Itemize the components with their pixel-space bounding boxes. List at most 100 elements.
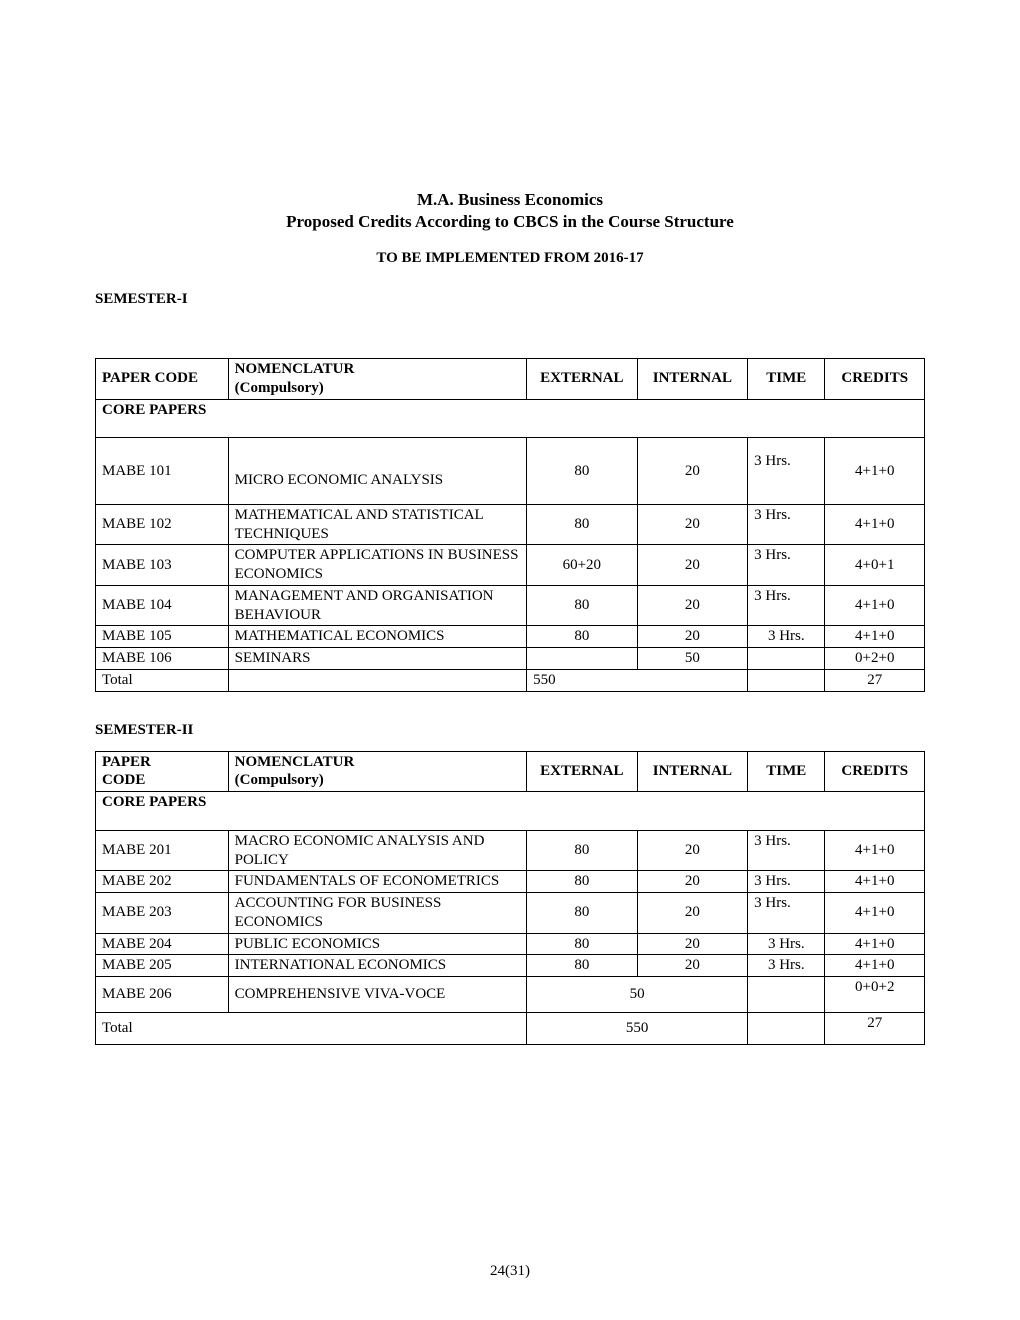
cell-code: MABE 204 [96,933,229,955]
cell-empty [748,1012,825,1044]
col-time: TIME [748,751,825,792]
col-nom-line2: (Compulsory) [235,380,324,396]
cell-cred: 4+1+0 [825,438,925,505]
cell-int: 20 [637,830,748,871]
cell-time: 3 Hrs. [748,871,825,893]
cell-nom: COMPREHENSIVE VIVA-VOCE [228,977,526,1013]
cell-int: 20 [637,545,748,586]
col-credits: CREDITS [825,359,925,400]
cell-nom: MACRO ECONOMIC ANALYSIS AND POLICY [228,830,526,871]
cell-nom-text: MICRO ECONOMIC ANALYSIS [235,472,444,488]
cell-int: 20 [637,438,748,505]
semester-1-heading: SEMESTER-I [95,291,925,308]
cell-time [748,977,825,1013]
cell-int: 50 [637,648,748,670]
cell-code: MABE 104 [96,585,229,626]
table-row: MABE 101 MICRO ECONOMIC ANALYSIS 80 20 3… [96,438,925,505]
col-nom-line1: NOMENCLATUR [235,361,355,377]
cell-ext: 80 [527,955,638,977]
table-row: MABE 205 INTERNATIONAL ECONOMICS 80 20 3… [96,955,925,977]
col-paper-code: PAPER CODE [96,359,229,400]
page: M.A. Business Economics Proposed Credits… [0,0,1020,1320]
cell-ext: 80 [527,893,638,934]
cell-nom: SEMINARS [228,648,526,670]
cell-int: 20 [637,504,748,545]
cell-nom: FUNDAMENTALS OF ECONOMETRICS [228,871,526,893]
cell-ext: 80 [527,871,638,893]
cell-time: 3 Hrs. [748,893,825,934]
cell-cred: 4+0+1 [825,545,925,586]
cell-int: 20 [637,871,748,893]
cell-cred: 0+0+2 [825,977,925,1013]
semester-2-heading: SEMESTER-II [95,722,925,739]
cell-time: 3 Hrs. [748,585,825,626]
semester-1-table: PAPER CODE NOMENCLATUR (Compulsory) EXTE… [95,358,925,692]
table-row: MABE 104 MANAGEMENT AND ORGANISATION BEH… [96,585,925,626]
cell-ext: 80 [527,504,638,545]
table-row: MABE 105 MATHEMATICAL ECONOMICS 80 20 3 … [96,626,925,648]
cell-code: MABE 103 [96,545,229,586]
cell-code: MABE 203 [96,893,229,934]
cell-time: 3 Hrs. [748,626,825,648]
doc-implemented-note: TO BE IMPLEMENTED FROM 2016-17 [95,250,925,267]
cell-ext: 60+20 [527,545,638,586]
total-row: Total 550 27 [96,1012,925,1044]
total-label: Total [96,1012,527,1044]
cell-int: 20 [637,626,748,648]
cell-time: 3 Hrs. [748,438,825,505]
cell-nom: COMPUTER APPLICATIONS IN BUSINESS ECONOM… [228,545,526,586]
cell-cred: 4+1+0 [825,585,925,626]
col-external: EXTERNAL [527,751,638,792]
cell-time: 3 Hrs. [748,545,825,586]
table-row: MABE 201 MACRO ECONOMIC ANALYSIS AND POL… [96,830,925,871]
cell-code: MABE 206 [96,977,229,1013]
semester-2-table: PAPER CODE NOMENCLATUR (Compulsory) EXTE… [95,751,925,1045]
cell-int: 20 [637,893,748,934]
table-row: MABE 106 SEMINARS 50 0+2+0 [96,648,925,670]
cell-ext [527,648,638,670]
col-code-line1: PAPER [102,754,151,770]
cell-int: 20 [637,955,748,977]
cell-int: 20 [637,933,748,955]
table-row: MABE 202 FUNDAMENTALS OF ECONOMETRICS 80… [96,871,925,893]
cell-time: 3 Hrs. [748,955,825,977]
page-number: 24(31) [0,1263,1020,1280]
cell-nom: PUBLIC ECONOMICS [228,933,526,955]
cell-time [748,648,825,670]
core-papers-row: CORE PAPERS [96,399,925,438]
cell-ext-int-span: 50 [527,977,748,1013]
cell-cred: 4+1+0 [825,504,925,545]
cell-ext: 80 [527,585,638,626]
core-papers-label: CORE PAPERS [96,792,925,831]
core-papers-row: CORE PAPERS [96,792,925,831]
col-internal: INTERNAL [637,359,748,400]
total-value: 550 [527,669,748,691]
table-row: MABE 102 MATHEMATICAL AND STATISTICAL TE… [96,504,925,545]
cell-nom: MANAGEMENT AND ORGANISATION BEHAVIOUR [228,585,526,626]
cell-cred: 4+1+0 [825,626,925,648]
col-time: TIME [748,359,825,400]
col-nomenclature: NOMENCLATUR (Compulsory) [228,751,526,792]
core-papers-label: CORE PAPERS [96,399,925,438]
col-internal: INTERNAL [637,751,748,792]
cell-code: MABE 101 [96,438,229,505]
col-code-line2: CODE [102,772,145,788]
cell-cred: 4+1+0 [825,830,925,871]
cell-nom: MATHEMATICAL AND STATISTICAL TECHNIQUES [228,504,526,545]
cell-nom: ACCOUNTING FOR BUSINESS ECONOMICS [228,893,526,934]
cell-time: 3 Hrs. [748,504,825,545]
cell-nom: INTERNATIONAL ECONOMICS [228,955,526,977]
total-label: Total [96,669,229,691]
table-header-row: PAPER CODE NOMENCLATUR (Compulsory) EXTE… [96,359,925,400]
total-credits: 27 [825,1012,925,1044]
cell-time: 3 Hrs. [748,933,825,955]
table-row: MABE 103 COMPUTER APPLICATIONS IN BUSINE… [96,545,925,586]
cell-code: MABE 105 [96,626,229,648]
table-header-row: PAPER CODE NOMENCLATUR (Compulsory) EXTE… [96,751,925,792]
cell-empty [228,669,526,691]
col-nomenclature: NOMENCLATUR (Compulsory) [228,359,526,400]
col-nom-line1: NOMENCLATUR [235,754,355,770]
doc-title: M.A. Business Economics [95,190,925,210]
cell-ext: 80 [527,830,638,871]
total-row: Total 550 27 [96,669,925,691]
